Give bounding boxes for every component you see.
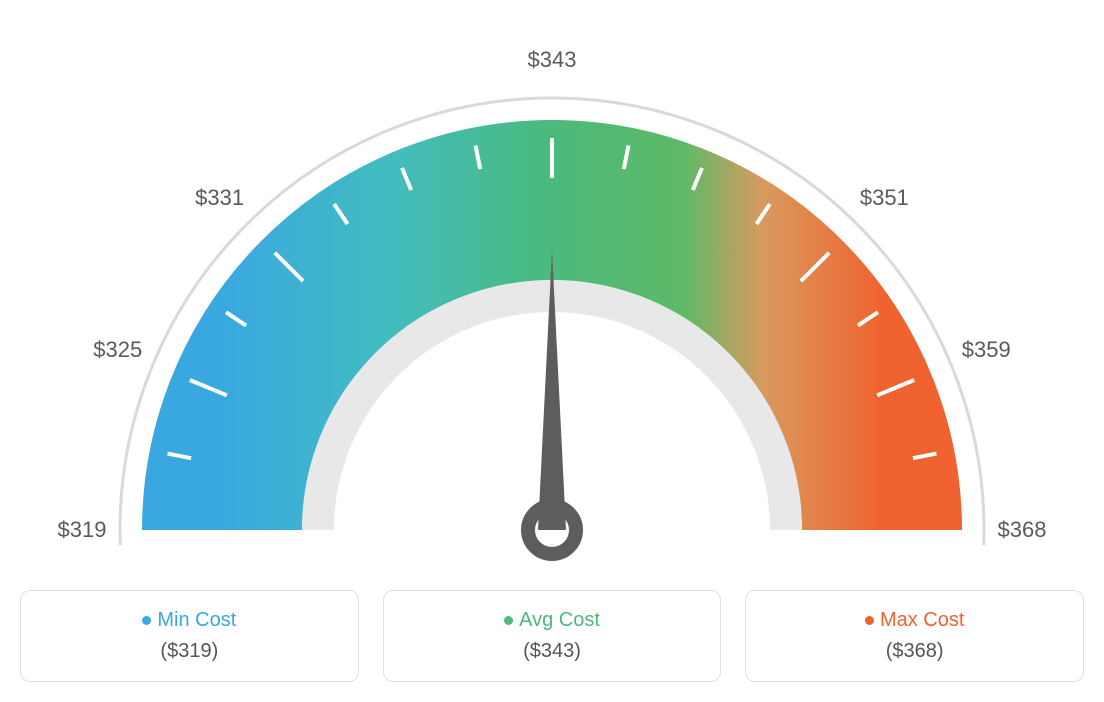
- legend-card-avg: Avg Cost ($343): [383, 590, 722, 682]
- tick-label: $359: [962, 337, 1011, 363]
- cost-gauge-widget: $319 $325 $331 $343 $351 $359 $368 Min Cost ($…: [20, 20, 1084, 682]
- legend-label-min: Min Cost: [31, 609, 348, 632]
- gauge-svg: [20, 20, 1084, 580]
- legend-label-avg: Avg Cost: [394, 609, 711, 632]
- legend-dot-avg: [504, 616, 513, 625]
- tick-label: $331: [195, 185, 244, 211]
- legend-label-max-text: Max Cost: [880, 609, 964, 631]
- legend-value-max: ($368): [756, 640, 1073, 663]
- legend-value-min: ($319): [31, 640, 348, 663]
- tick-label: $351: [860, 185, 909, 211]
- legend-label-max: Max Cost: [756, 609, 1073, 632]
- legend-label-min-text: Min Cost: [157, 609, 236, 631]
- tick-label: $325: [93, 337, 142, 363]
- tick-label: $343: [528, 47, 577, 73]
- tick-label: $319: [58, 517, 107, 543]
- legend-card-max: Max Cost ($368): [745, 590, 1084, 682]
- legend-row: Min Cost ($319) Avg Cost ($343) Max Cost…: [20, 590, 1084, 682]
- legend-label-avg-text: Avg Cost: [519, 609, 600, 631]
- legend-value-avg: ($343): [394, 640, 711, 663]
- gauge-chart: $319 $325 $331 $343 $351 $359 $368: [20, 20, 1084, 580]
- legend-card-min: Min Cost ($319): [20, 590, 359, 682]
- legend-dot-max: [865, 616, 874, 625]
- tick-label: $368: [998, 517, 1047, 543]
- legend-dot-min: [142, 616, 151, 625]
